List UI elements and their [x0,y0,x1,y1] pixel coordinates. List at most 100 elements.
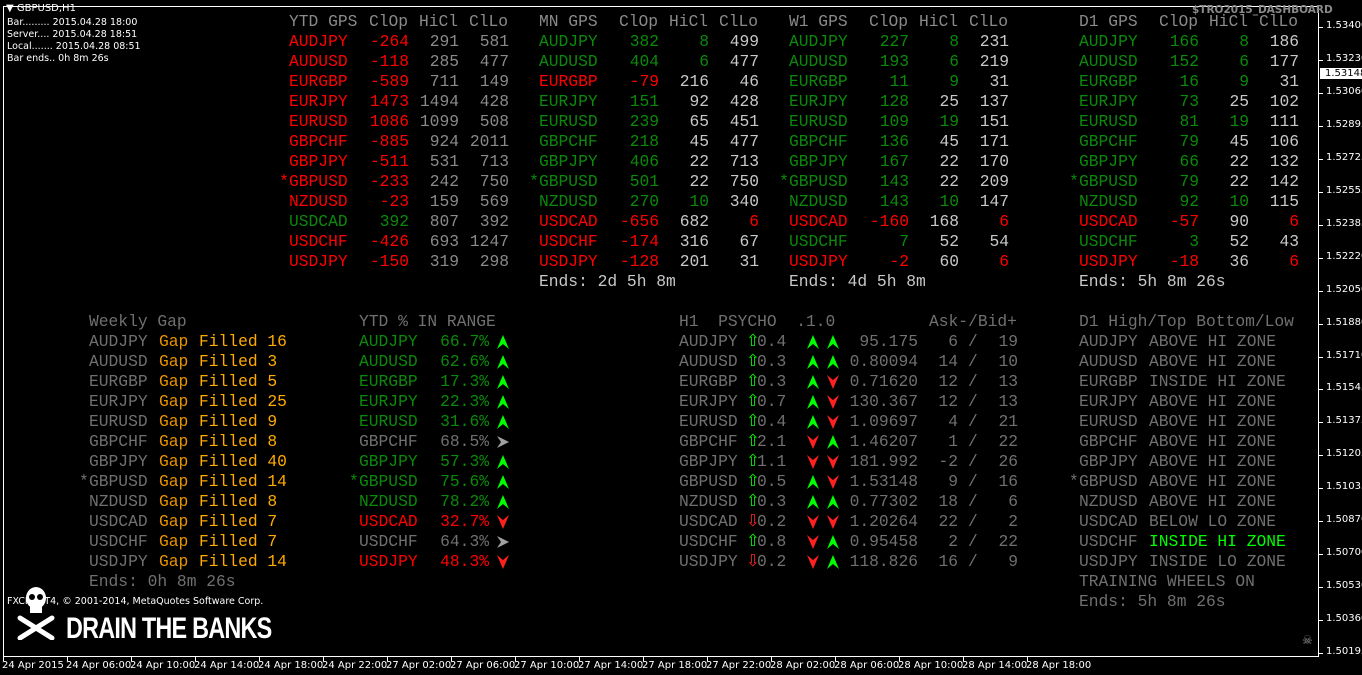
clop-value: 167 [879,152,909,171]
column-header: ClOp [619,12,659,31]
hicl-value: 9 [1239,72,1249,91]
clop-value: 151 [629,92,659,111]
gap-label: Gap [159,372,189,391]
hicl-value: 291 [429,32,459,51]
hicl-value: 52 [939,232,959,251]
time-label: 27 Apr 10:00 [514,660,580,671]
hicl-value: 1099 [419,112,459,131]
arrow-up-icon: ⇧ [746,412,760,431]
zone-status: INSIDE LO ZONE [1149,552,1286,571]
chart-area[interactable] [3,6,1319,657]
section-title: D1 High/Top Bottom/Low [1079,312,1294,331]
axis-tick [771,657,772,661]
gap-filled-value: Filled 9 [199,412,278,431]
cllo-value: 170 [979,152,1009,171]
separator: / [968,492,978,511]
pair-name: AUDUSD [789,52,848,71]
pair-name: EURJPY [359,392,418,411]
separator: / [968,512,978,531]
signal-up-icon [827,335,839,349]
price-label: 1.52555 [1326,184,1362,196]
symbol-title[interactable]: ▼ GBPUSD,H1 [6,3,76,15]
column-header: ClLo [969,12,1009,31]
axis-tick [1319,521,1323,522]
price-label: 1.53400 [1326,20,1362,31]
pair-name: USDCAD [539,212,598,231]
pair-name: USDCHF [789,232,848,251]
clop-value: -589 [369,72,409,91]
price-label: 1.52050 [1326,283,1362,295]
cllo-value: 508 [479,112,509,131]
hicl-value: 6 [949,52,959,71]
table-title: W1 GPS [789,12,848,31]
pair-name: AUDUSD [679,352,738,371]
signal-down-icon [807,455,819,469]
axis-tick [131,657,132,661]
signal-down-icon [827,375,839,389]
axis-tick [1319,587,1323,588]
arrow-down-icon: ⇩ [746,512,760,531]
pair-name: EURJPY [679,392,738,411]
cllo-value: 6 [999,252,1009,271]
column-header: ClOp [1159,12,1199,31]
hicl-value: 25 [939,92,959,111]
dropdown-triangle-icon[interactable]: ▼ [6,3,17,14]
gap-filled-value: Filled 8 [199,432,278,451]
clop-value: 143 [879,172,909,191]
arrow-up-icon: ⇧ [746,452,760,471]
axis-tick [1319,159,1323,160]
current-price-label: 1.53148 [1320,68,1362,79]
section-title: Weekly Gap [89,312,187,331]
pair-name: NZDUSD [1079,492,1138,511]
time-label: 24 Apr 18:00 [258,660,324,671]
pair-name: EURJPY [1079,92,1138,111]
cllo-value: 750 [729,172,759,191]
hicl-value: 682 [679,212,709,231]
hicl-value: 60 [939,252,959,271]
price: 0.95458 [849,532,918,551]
pair-name: USDCAD [679,512,738,531]
axis-tick [195,657,196,661]
bid-value: 2 [1008,512,1018,531]
hicl-value: 45 [1229,132,1249,151]
separator: / [968,372,978,391]
price: 95.175 [859,332,918,351]
trend-flat-icon [497,536,509,548]
separator: / [968,412,978,431]
info-line: Server.... 2015.04.28 18:51 [7,29,138,40]
current-symbol-marker: * [1069,172,1079,191]
axis-tick [1319,554,1323,555]
hicl-value: 316 [679,232,709,251]
gap-filled-value: Filled 3 [199,352,278,371]
price: 181.992 [849,452,918,471]
signal-down-icon [807,555,819,569]
price: 1.20264 [849,512,918,531]
bid-value: 19 [998,332,1018,351]
ask-bid-header: Ask-/Bid+ [929,312,1017,331]
clop-value: -885 [369,132,409,151]
logo-text: DRAIN THE BANKS [66,612,272,645]
time-label: 27 Apr 02:00 [386,660,452,671]
table-title: YTD GPS [289,12,358,31]
arrow-up-icon: ⇧ [746,372,760,391]
ask-value: 12 [938,392,958,411]
bid-value: 6 [1008,492,1018,511]
clop-value: 136 [879,132,909,151]
signal-down-icon [807,435,819,449]
ask-value: -2 [938,452,958,471]
pair-name: GBPJPY [89,452,148,471]
cllo-value: 209 [979,172,1009,191]
pair-name: GBPUSD [1079,172,1138,191]
column-header: HiCl [419,12,459,31]
price: 118.826 [849,552,918,571]
ask-value: 18 [938,492,958,511]
trend-up-icon [497,355,509,369]
clop-value: -79 [629,72,659,91]
pair-name: EURUSD [1079,112,1138,131]
time-label: 24 Apr 22:00 [322,660,388,671]
gap-label: Gap [159,472,189,491]
hicl-value: 242 [429,172,459,191]
pair-name: EURUSD [359,412,418,431]
zone-status: ABOVE HI ZONE [1149,332,1277,351]
clop-value: -426 [369,232,409,251]
